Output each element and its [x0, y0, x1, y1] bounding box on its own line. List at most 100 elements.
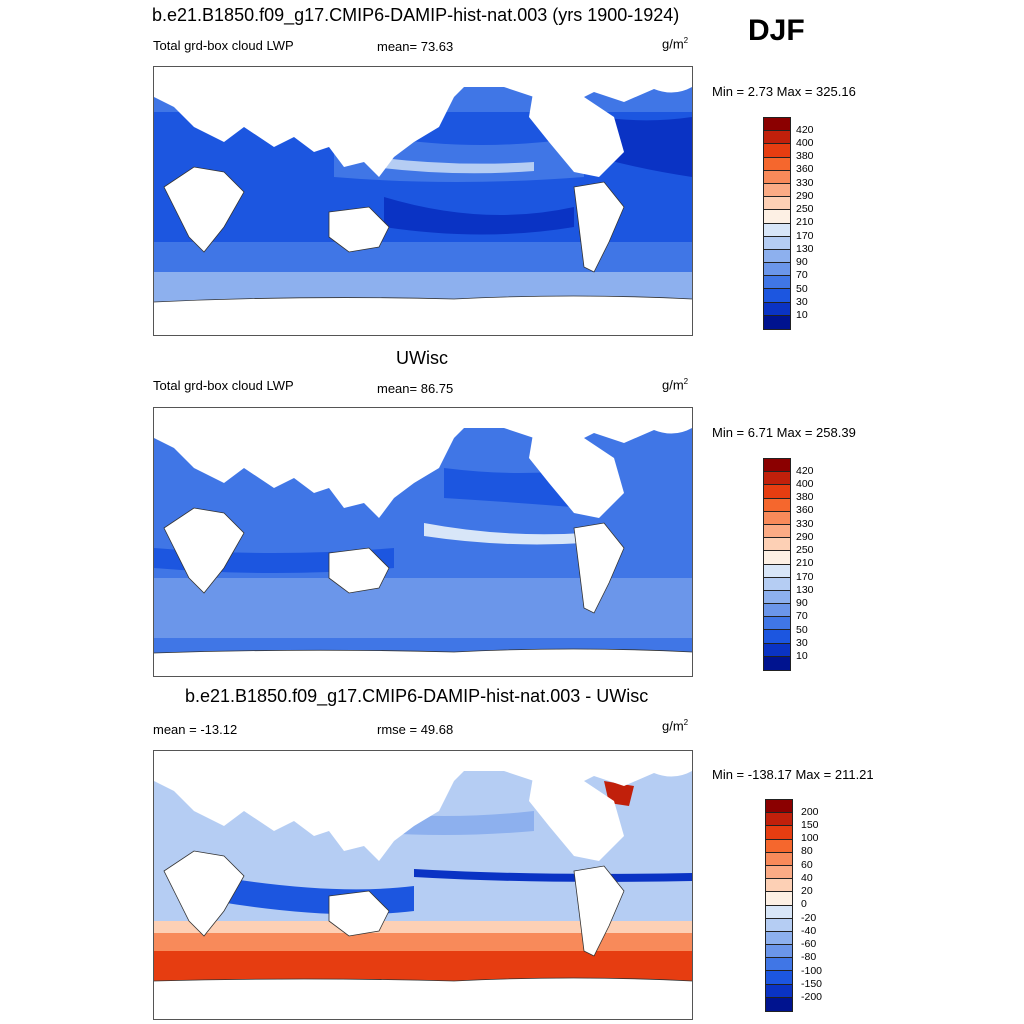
panel1-cbar-tick: 330	[796, 177, 814, 189]
panel1-cbar-tick: 400	[796, 137, 814, 149]
panel3-cbar-tick: 150	[801, 819, 819, 831]
panel1-cbar-box	[764, 157, 790, 171]
panel2-cbar-box	[764, 538, 790, 552]
panel1-cbar-box	[764, 144, 790, 158]
panel1-cbar-tick: 10	[796, 309, 808, 321]
panel1-cbar-box	[764, 263, 790, 277]
panel1-cbar-tick: 70	[796, 269, 808, 281]
panel3-unit-label: g/m2	[662, 718, 689, 734]
panel1-cbar-tick: 170	[796, 230, 814, 242]
panel3-cbar-box	[766, 997, 792, 1011]
panel3-map	[153, 750, 693, 1020]
panel2-cbar-box	[764, 630, 790, 644]
panel2-cbar-box	[764, 485, 790, 499]
panel2-cbar-tick: 360	[796, 504, 814, 516]
panel3-cbar-box	[766, 865, 792, 880]
panel2-cbar-tick: 30	[796, 637, 808, 649]
panel2-cbar-tick: 90	[796, 597, 808, 609]
panel3-cbar-box	[766, 839, 792, 853]
panel2-cbar-box	[764, 604, 790, 618]
panel1-cbar-box	[764, 315, 790, 329]
panel3-cbar-tick: -60	[801, 938, 817, 950]
panel1-cbar-tick: 250	[796, 203, 814, 215]
panel3-cbar-box	[766, 800, 792, 814]
panel2-cbar-tick: 50	[796, 624, 808, 636]
panel2-cbar-box	[764, 590, 790, 605]
panel1-cbar-box	[764, 236, 790, 250]
panel1-unit-label: g/m2	[662, 36, 689, 52]
panel3-cbar-box	[766, 892, 792, 906]
panel3-cbar-box	[766, 984, 792, 998]
panel3-cbar-tick: 40	[801, 872, 813, 884]
panel2-cbar-tick: 400	[796, 478, 814, 490]
panel2-mean-label: mean= 86.75	[377, 381, 454, 396]
panel3-cbar-box	[766, 879, 792, 893]
panel2-cbar-box	[764, 617, 790, 631]
panel2-cbar-tick: 130	[796, 584, 814, 596]
panel2-variable-label: Total grd-box cloud LWP	[153, 378, 294, 393]
panel1-cbar-tick: 210	[796, 216, 814, 228]
panel2-cbar-tick: 210	[796, 557, 814, 569]
panel1-cbar-tick: 380	[796, 150, 814, 162]
panel3-cbar-tick: -40	[801, 925, 817, 937]
panel3-cbar-box	[766, 852, 792, 866]
panel2-cbar-box	[764, 498, 790, 512]
panel2-cbar-box	[764, 459, 790, 473]
panel1-title: b.e21.B1850.f09_g17.CMIP6-DAMIP-hist-nat…	[152, 5, 680, 25]
panel1-cbar-tick: 90	[796, 256, 808, 268]
panel3-cbar-tick: -20	[801, 912, 817, 924]
panel3-cbar-tick: 100	[801, 832, 819, 844]
panel3-title: b.e21.B1850.f09_g17.CMIP6-DAMIP-hist-nat…	[185, 686, 649, 706]
panel1-colorbar	[763, 117, 791, 330]
panel3-cbar-box	[766, 826, 792, 840]
panel3-cbar-box	[766, 945, 792, 959]
panel3-cbar-tick: 20	[801, 885, 813, 897]
panel2-minmax-label: Min = 6.71 Max = 258.39	[712, 425, 856, 440]
panel1-cbar-tick: 420	[796, 124, 814, 136]
panel2-cbar-box	[764, 643, 790, 657]
panel2-colorbar	[763, 458, 791, 671]
panel3-cbar-tick: -200	[801, 991, 823, 1003]
panel2-cbar-box	[764, 577, 790, 591]
panel1-cbar-tick: 290	[796, 190, 814, 202]
panel1-cbar-box	[764, 276, 790, 290]
panel2-unit-label: g/m2	[662, 377, 689, 393]
panel3-colorbar	[765, 799, 793, 1012]
panel1-cbar-tick: 360	[796, 163, 814, 175]
panel3-cbar-box	[766, 813, 792, 827]
panel3-cbar-box	[766, 905, 792, 919]
panel1-mean-label: mean= 73.63	[377, 39, 454, 54]
panel3-cbar-tick: 80	[801, 845, 813, 857]
season-label: DJF	[748, 14, 805, 47]
panel3-cbar-box	[766, 918, 792, 932]
panel3-cbar-tick: -150	[801, 978, 823, 990]
panel3-cbar-tick: -100	[801, 965, 823, 977]
panel3-cbar-box	[766, 931, 792, 946]
panel1-variable-label: Total grd-box cloud LWP	[153, 38, 294, 53]
panel1-cbar-box	[764, 223, 790, 237]
panel1-cbar-tick: 130	[796, 243, 814, 255]
panel2-cbar-tick: 10	[796, 650, 808, 662]
panel3-mean-label: mean = -13.12	[153, 722, 238, 737]
panel3-cbar-tick: 60	[801, 859, 813, 871]
panel1-cbar-box	[764, 118, 790, 132]
panel2-cbar-box	[764, 656, 790, 670]
panel3-cbar-tick: 200	[801, 806, 819, 818]
panel1-cbar-box	[764, 197, 790, 211]
panel3-cbar-tick: 0	[801, 898, 807, 910]
panel2-cbar-box	[764, 511, 790, 525]
panel2-cbar-tick: 380	[796, 491, 814, 503]
panel3-cbar-box	[766, 971, 792, 985]
panel2-cbar-box	[764, 472, 790, 486]
panel3-rmse-label: rmse = 49.68	[377, 722, 454, 737]
panel1-map	[153, 66, 693, 336]
panel1-cbar-box	[764, 170, 790, 184]
panel2-cbar-tick: 330	[796, 518, 814, 530]
panel1-cbar-box	[764, 302, 790, 316]
panel1-cbar-box	[764, 210, 790, 224]
panel1-cbar-box	[764, 183, 790, 198]
panel1-cbar-box	[764, 131, 790, 145]
panel3-cbar-tick: -80	[801, 951, 817, 963]
panel2-title: UWisc	[396, 348, 448, 368]
panel2-cbar-tick: 250	[796, 544, 814, 556]
